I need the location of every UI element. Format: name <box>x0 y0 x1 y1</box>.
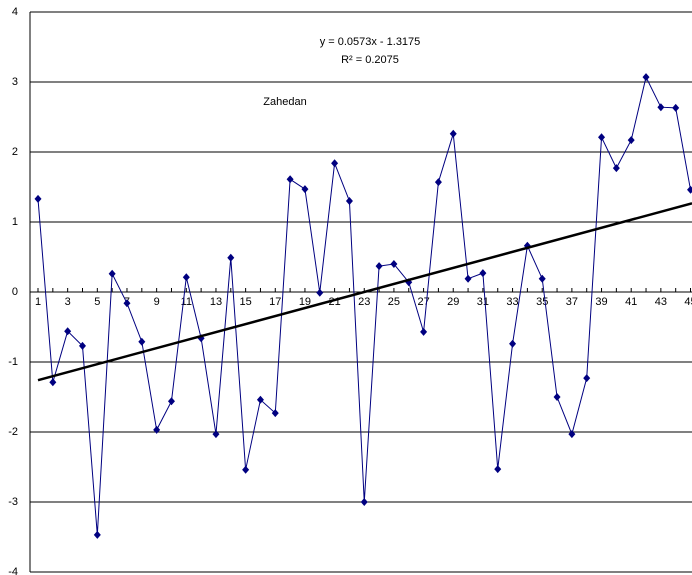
x-tick-label: 19 <box>299 296 311 308</box>
x-tick-label: 25 <box>388 296 400 308</box>
x-tick-label: 29 <box>447 296 459 308</box>
x-tick-label: 23 <box>358 296 370 308</box>
y-tick-label: 0 <box>12 286 18 298</box>
data-point <box>316 288 324 297</box>
data-point <box>182 273 190 282</box>
x-tick-label: 41 <box>625 296 637 308</box>
data-point <box>479 269 487 278</box>
data-point <box>568 430 576 439</box>
data-point <box>286 175 294 184</box>
x-tick-label: 39 <box>595 296 607 308</box>
data-point <box>93 530 101 539</box>
data-point <box>538 274 546 283</box>
data-point <box>642 73 650 82</box>
data-point <box>34 194 42 203</box>
x-tick-label: 1 <box>35 296 41 308</box>
trend-equation: y = 0.0573x - 1.3175 <box>320 36 421 48</box>
data-point <box>449 129 457 138</box>
data-point <box>657 103 665 112</box>
data-point <box>167 397 175 406</box>
x-tick-label: 11 <box>181 296 192 308</box>
y-tick-label: -2 <box>8 426 18 438</box>
r-squared: R² = 0.2075 <box>341 54 399 66</box>
x-tick-label: 31 <box>477 296 489 308</box>
data-point <box>123 299 131 308</box>
data-point <box>687 185 692 194</box>
data-point <box>153 425 161 434</box>
x-tick-label: 35 <box>536 296 548 308</box>
data-point <box>434 178 442 187</box>
data-point <box>598 133 606 142</box>
data-point <box>345 197 353 205</box>
data-point <box>301 185 309 194</box>
data-point <box>108 269 116 278</box>
x-tick-label: 27 <box>417 296 429 308</box>
data-point <box>553 393 561 401</box>
data-point <box>212 430 220 439</box>
data-point <box>360 498 368 506</box>
data-point <box>375 262 383 271</box>
data-point <box>64 327 72 336</box>
trend-line <box>37 202 692 382</box>
data-point <box>672 103 680 112</box>
data-point <box>464 274 472 283</box>
x-tick-label: 33 <box>506 296 518 308</box>
x-tick-label: 15 <box>239 296 251 308</box>
data-point <box>420 327 428 336</box>
y-tick-label: 1 <box>12 216 18 228</box>
x-tick-label: 5 <box>94 296 100 308</box>
data-point <box>256 395 264 404</box>
y-tick-label: -1 <box>8 356 18 368</box>
data-point <box>612 164 620 173</box>
data-point <box>627 136 635 145</box>
data-point <box>242 465 250 474</box>
data-point <box>78 341 86 350</box>
x-tick-label: 43 <box>655 296 667 308</box>
x-tick-label: 13 <box>210 296 222 308</box>
data-point <box>331 159 339 168</box>
data-point <box>494 465 502 474</box>
data-point <box>138 337 146 346</box>
data-point <box>49 378 57 387</box>
x-tick-label: 37 <box>566 296 578 308</box>
data-point <box>271 409 279 418</box>
y-tick-label: -3 <box>8 496 18 508</box>
y-tick-label: 2 <box>12 146 18 158</box>
x-tick-label: 3 <box>65 296 71 308</box>
x-tick-label: 45 <box>684 296 692 308</box>
y-tick-label: -4 <box>8 566 18 575</box>
data-point <box>390 260 398 268</box>
x-tick-label: 17 <box>269 296 281 308</box>
data-point <box>227 253 235 262</box>
chart-title: Zahedan <box>263 96 306 108</box>
data-point <box>509 339 517 348</box>
data-point <box>583 374 591 383</box>
y-tick-label: 3 <box>12 76 18 88</box>
x-tick-label: 9 <box>154 296 160 308</box>
y-tick-label: 4 <box>12 6 18 18</box>
